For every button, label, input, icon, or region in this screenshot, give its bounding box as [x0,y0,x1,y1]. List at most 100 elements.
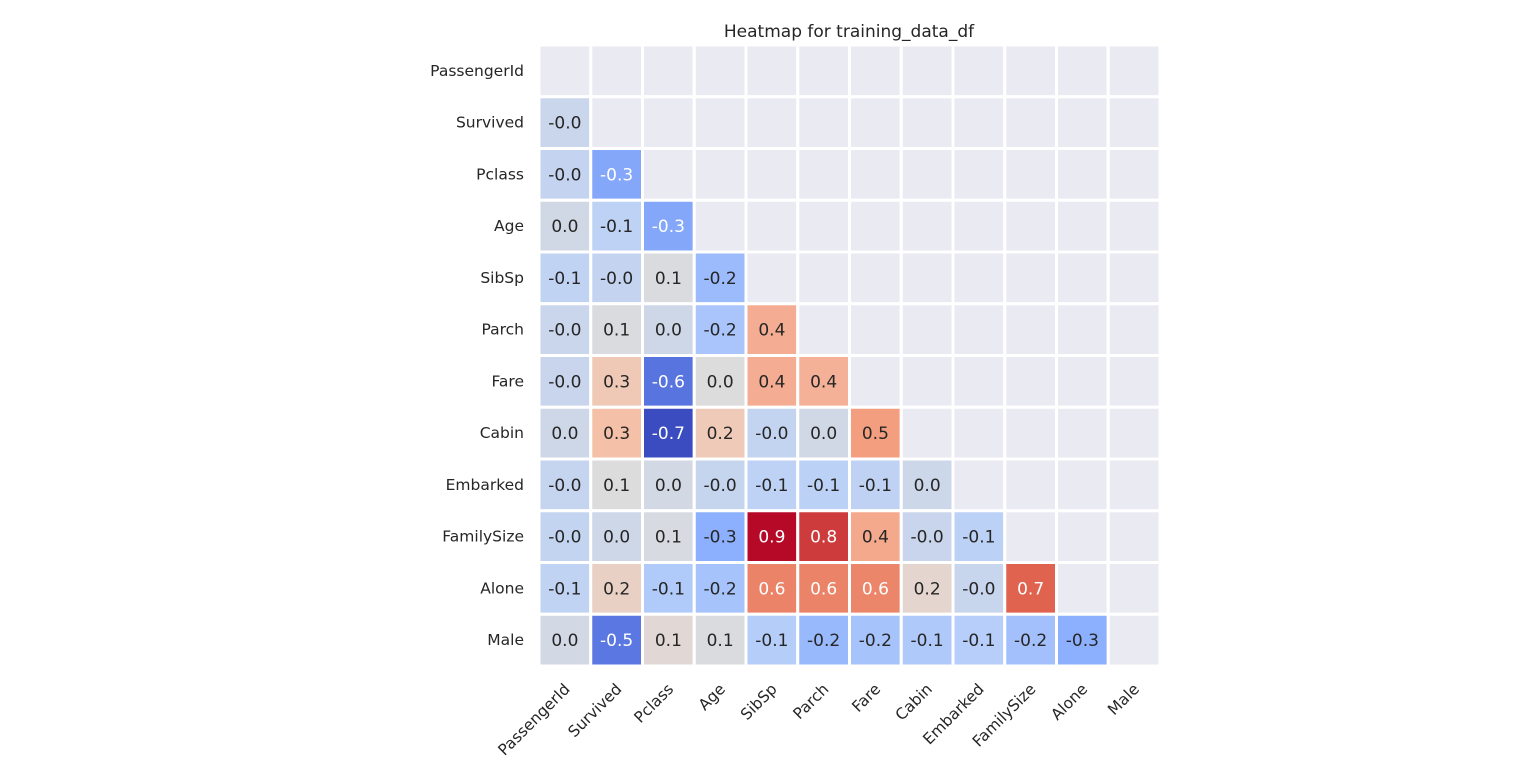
heatmap-masked-cell [951,302,1007,357]
heatmap-cell-label: -0.2 [704,579,737,599]
heatmap-cell [796,612,851,668]
heatmap-masked-cell [951,95,1007,150]
heatmap-cell [951,561,1007,616]
heatmap-masked-cell [1106,198,1162,254]
heatmap-cell [848,612,903,668]
heatmap-masked-cell [848,354,903,409]
heatmap-cell-label: -0.0 [704,476,737,496]
x-axis-tick-label: Parch [790,680,833,723]
heatmap-cell-label: -0.1 [962,528,995,548]
heatmap-masked-cell [951,250,1007,306]
heatmap-cell-label: -0.0 [548,372,581,392]
heatmap-cell-label: 0.9 [758,528,785,548]
heatmap-masked-cell [899,302,955,357]
heatmap-masked-cell [899,354,955,409]
heatmap-cell-label: -0.1 [755,631,788,651]
heatmap-masked-cell [1003,405,1058,461]
heatmap-cell-label: 0.0 [810,424,837,444]
heatmap-masked-cell [1106,354,1162,409]
x-axis-tick-label: SibSp [737,680,781,724]
heatmap-masked-cell [641,147,696,202]
heatmap-masked-cell [899,250,955,306]
heatmap-masked-cell [1106,302,1162,357]
heatmap-cell-label: -0.0 [962,579,995,599]
heatmap-masked-cell [1003,147,1058,202]
heatmap-masked-cell [848,43,903,99]
heatmap-masked-cell [951,198,1007,254]
heatmap-masked-cell [899,43,955,99]
heatmap-cell [589,354,644,409]
heatmap-masked-cell [1055,405,1110,461]
heatmap-masked-cell [1003,43,1058,99]
heatmap-masked-cell [1106,250,1162,306]
heatmap-cell-label: 0.0 [914,476,941,496]
heatmap-cell-label: -0.3 [704,528,737,548]
heatmap-masked-cell [951,457,1007,513]
y-axis-tick-label: PassengerId [430,62,524,80]
heatmap-cell-label: -0.7 [652,424,685,444]
heatmap-cell-label: 0.3 [603,372,630,392]
heatmap-masked-cell [796,302,851,357]
heatmap-masked-cell [1106,612,1162,668]
y-axis-tick-label: Fare [491,372,524,390]
x-axis-tick-label: Male [1104,680,1143,719]
heatmap-cell-label: 0.6 [758,579,785,599]
heatmap-cell-label: 0.5 [862,424,889,444]
heatmap-masked-cell [744,43,800,99]
heatmap-masked-cell [899,405,955,461]
heatmap-cell-label: -0.1 [962,631,995,651]
heatmap-cell-label: -0.2 [1014,631,1047,651]
heatmap-cell-label: 0.4 [758,372,785,392]
heatmap-masked-cell [1055,354,1110,409]
x-axis-tick-label: Alone [1048,680,1092,724]
heatmap-cell-label: -0.0 [548,476,581,496]
heatmap-masked-cell [848,147,903,202]
heatmap-cell-label: 0.0 [551,631,578,651]
heatmap-masked-cell [692,198,748,254]
heatmap-cell-label: 0.8 [810,528,837,548]
heatmap-masked-cell [1106,43,1162,99]
heatmap-masked-cell [1003,95,1058,150]
heatmap-cell-label: -0.5 [600,631,633,651]
heatmap-cell-label: -0.1 [911,631,944,651]
heatmap-cell [1055,612,1110,668]
heatmap-cell [537,561,593,616]
heatmap-masked-cell [796,95,851,150]
heatmap-masked-cell [1055,95,1110,150]
heatmap-cell-label: 0.1 [655,528,682,548]
heatmap-cell-label: -0.0 [548,114,581,134]
heatmap-masked-cell [848,198,903,254]
x-axis-tick-label: Cabin [892,680,936,724]
heatmap-cell-label: 0.1 [603,476,630,496]
heatmap-cell-label: 0.0 [603,528,630,548]
heatmap-cell-label: 0.0 [551,217,578,237]
heatmap-cell [692,250,748,306]
heatmap-cell [744,354,800,409]
y-axis-tick-label: SibSp [480,269,524,287]
heatmap-masked-cell [537,43,593,99]
heatmap-cell-label: 0.2 [603,579,630,599]
x-axis-tick-label: Pclass [631,680,678,727]
heatmap-masked-cell [744,198,800,254]
heatmap-cell [951,612,1007,668]
heatmap-masked-cell [1055,250,1110,306]
heatmap-cell-label: -0.1 [807,476,840,496]
heatmap-cell [589,250,644,306]
heatmap-cell-label: 0.1 [655,631,682,651]
heatmap-cell-label: -0.1 [652,579,685,599]
heatmap-masked-cell [589,43,644,99]
heatmap-cell-label: -0.1 [548,579,581,599]
heatmap-masked-cell [744,250,800,306]
heatmap-cell-label: -0.2 [807,631,840,651]
heatmap-cell-label: 0.1 [655,269,682,289]
heatmap-masked-cell [1106,147,1162,202]
heatmap-cell-label: 0.0 [655,321,682,341]
heatmap-masked-cell [1003,302,1058,357]
heatmap-cell-label: -0.0 [755,424,788,444]
heatmap-cell [899,457,955,513]
heatmap-cell-label: -0.0 [548,165,581,185]
heatmap-cell-label: -0.1 [548,269,581,289]
heatmap-masked-cell [796,250,851,306]
